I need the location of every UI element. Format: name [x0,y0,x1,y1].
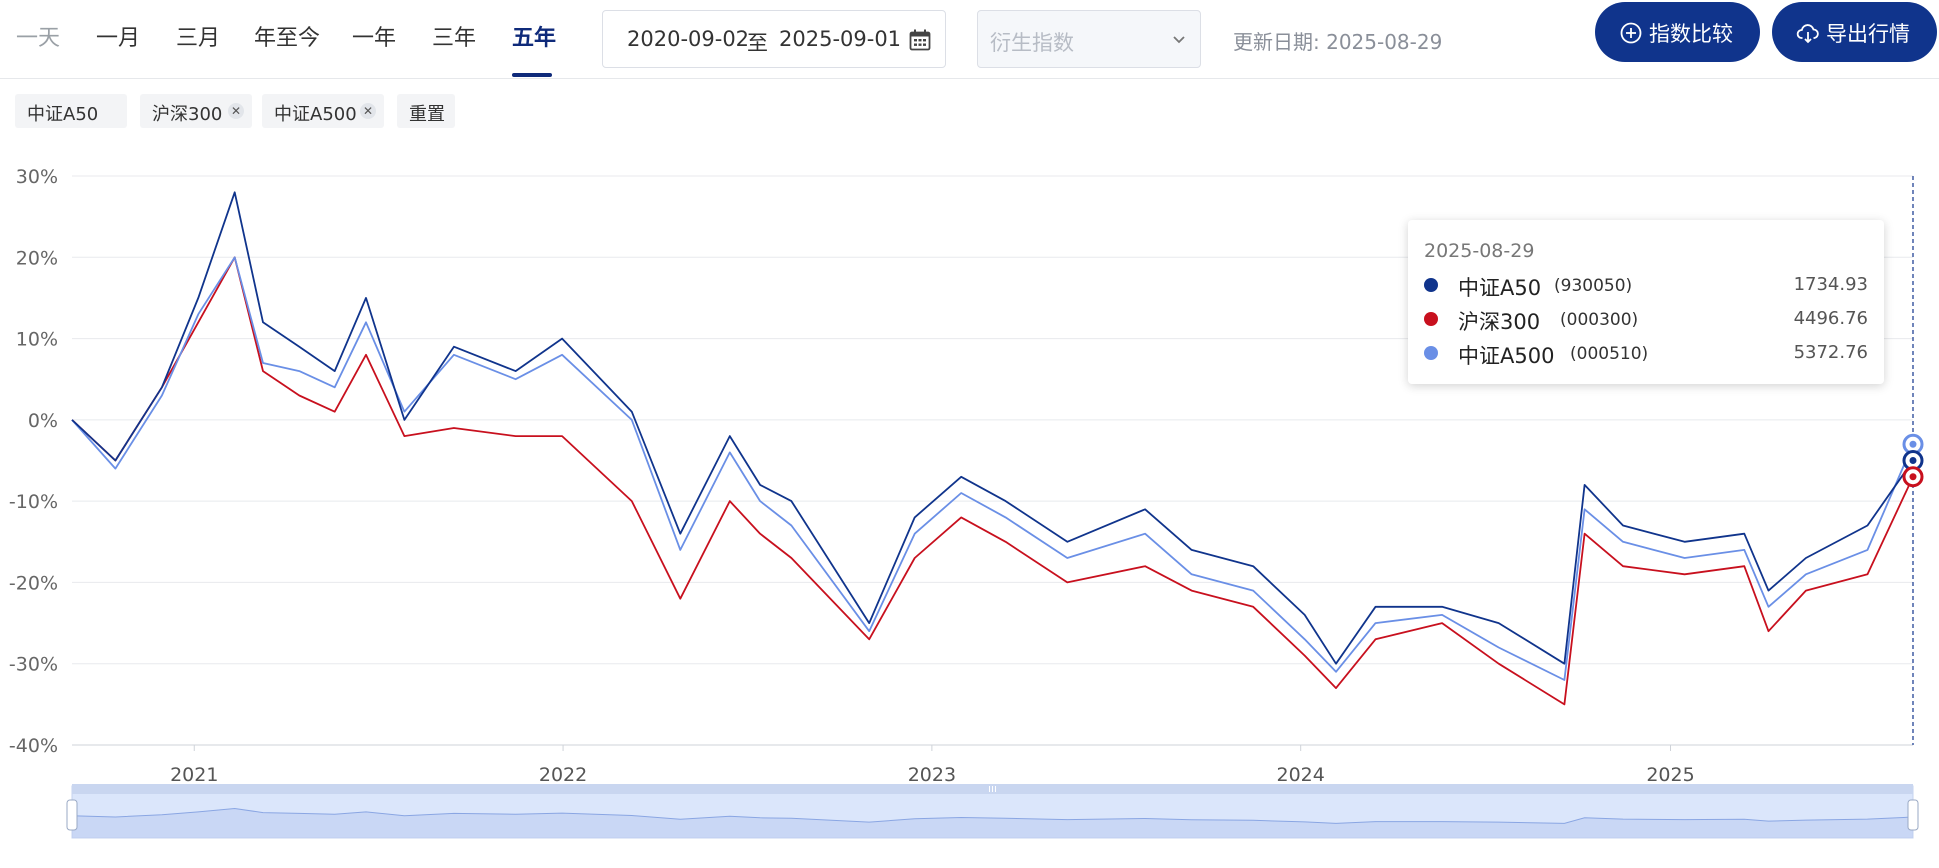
zoom-left-handle[interactable] [66,799,78,831]
tooltip-code: (000300) [1560,310,1639,330]
tooltip-row-hs300: 沪深300 (000300) 4496.76 [1424,304,1868,334]
tooltip-name: 沪深300 [1458,310,1541,334]
y-tick-label: -40% [9,735,58,757]
series-line-1 [71,256,1914,706]
cloud-download-icon [1796,24,1819,44]
zoom-preview-line [71,807,1914,824]
chart-tooltip: 2025-08-29 中证A50 (930050) 1734.93 沪深300 … [1408,220,1884,384]
chip-a50: 中证A50 [15,94,127,128]
y-tick-label: 20% [16,247,58,269]
tooltip-date: 2025-08-29 [1424,240,1535,262]
series-dot-a500 [1424,346,1438,360]
hover-markers [1902,433,1924,488]
x-axis-ticks: 2021 2022 2023 2024 2025 [170,745,1695,786]
series-lines [71,191,1914,706]
plus-circle-icon [1620,22,1642,44]
toolbar-divider [0,78,1939,79]
x-tick-label: 2023 [908,764,956,786]
start-date[interactable]: 2020-09-02 [627,27,750,51]
tab-ytd[interactable]: 年至今 [254,26,321,51]
tab-one-day[interactable]: 一天 [16,26,61,51]
active-tab-indicator [512,73,552,77]
y-tick-label: -10% [9,491,58,513]
x-tick-label: 2022 [539,764,587,786]
y-axis-ticks: 30% 20% 10% 0% -10% -20% -30% -40% [9,166,58,757]
export-quotes-label: 导出行情 [1826,22,1910,46]
tooltip-value: 4496.76 [1793,308,1868,329]
hover-marker-dot-1 [1909,473,1917,481]
calendar-icon[interactable] [909,29,931,51]
tab-five-years[interactable]: 五年 [512,26,557,51]
tooltip-row-a50: 中证A50 (930050) 1734.93 [1424,270,1868,300]
derivative-index-select[interactable]: 衍生指数 [977,10,1201,68]
export-quotes-button[interactable]: 导出行情 [1772,2,1937,62]
tooltip-name: 中证A50 [1458,276,1542,300]
series-line-2 [71,256,1914,681]
data-zoom-slider[interactable] [66,784,1919,839]
remove-a500-icon[interactable]: ✕ [360,103,376,119]
derivative-index-placeholder: 衍生指数 [990,31,1074,55]
chip-a500: 中证A500 ✕ [262,94,384,128]
tooltip-value: 5372.76 [1793,342,1868,363]
grid-lines [72,175,1913,746]
x-tick-label: 2025 [1646,764,1694,786]
zoom-preview-area [72,808,1913,838]
tooltip-value: 1734.93 [1793,274,1868,295]
y-tick-label: 10% [16,329,58,351]
compare-index-label: 指数比较 [1649,22,1733,46]
reset-label: 重置 [409,104,445,125]
reset-button[interactable]: 重置 [397,94,455,128]
zoom-right-handle[interactable] [1907,799,1919,831]
chip-a500-label: 中证A500 [274,104,357,125]
chip-hs300-label: 沪深300 [152,104,223,125]
x-tick-label: 2021 [170,764,218,786]
x-tick-label: 2024 [1277,764,1325,786]
tooltip-name: 中证A500 [1458,344,1555,368]
hover-marker-dot-0 [1909,457,1917,464]
series-dot-a50 [1424,278,1438,292]
tooltip-code: (000510) [1570,344,1649,364]
y-tick-label: 30% [16,166,58,188]
y-tick-label: 0% [28,410,58,432]
tooltip-code: (930050) [1554,276,1633,296]
y-tick-label: -20% [9,572,58,594]
chip-a50-label: 中证A50 [27,104,99,125]
series-dot-hs300 [1424,312,1438,326]
compare-index-button[interactable]: 指数比较 [1595,2,1760,62]
hover-marker-dot-2 [1909,440,1917,448]
tab-three-years[interactable]: 三年 [432,26,477,51]
tab-one-year[interactable]: 一年 [352,26,397,51]
end-date[interactable]: 2025-09-01 [779,27,902,51]
remove-hs300-icon[interactable]: ✕ [228,103,244,119]
chevron-down-icon [1173,36,1185,44]
series-line-0 [71,191,1914,665]
update-date: 更新日期: 2025-08-29 [1233,30,1443,54]
tooltip-row-a500: 中证A500 (000510) 5372.76 [1424,338,1868,368]
y-tick-label: -30% [9,654,58,676]
tab-three-months[interactable]: 三月 [176,26,221,51]
chip-hs300: 沪深300 ✕ [140,94,252,128]
tab-one-month[interactable]: 一月 [96,26,141,51]
date-separator: 至 [747,31,768,55]
date-range-picker[interactable]: 2020-09-02 至 2025-09-01 [602,10,946,68]
